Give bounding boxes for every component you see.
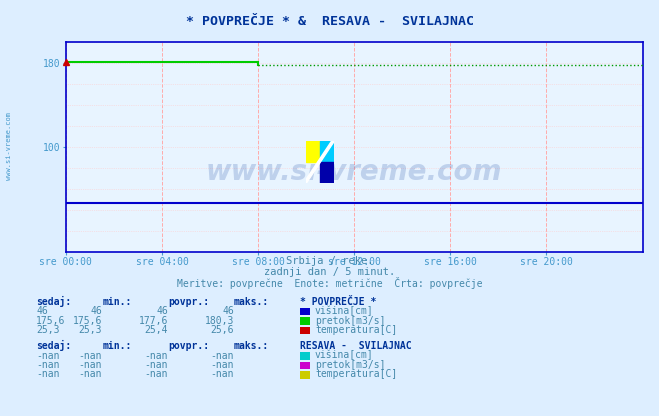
- Text: maks.:: maks.:: [234, 297, 269, 307]
- Text: 177,6: 177,6: [138, 316, 168, 326]
- Text: -nan: -nan: [78, 369, 102, 379]
- Text: sedaj:: sedaj:: [36, 339, 71, 351]
- Text: povpr.:: povpr.:: [168, 297, 209, 307]
- Bar: [306, 141, 320, 162]
- Text: Meritve: povprečne  Enote: metrične  Črta: povprečje: Meritve: povprečne Enote: metrične Črta:…: [177, 277, 482, 289]
- Text: 46: 46: [36, 306, 48, 316]
- Text: 46: 46: [156, 306, 168, 316]
- Text: 180,3: 180,3: [204, 316, 234, 326]
- Text: 25,6: 25,6: [210, 325, 234, 335]
- Text: * POVPREČJE * &  RESAVA -  SVILAJNAC: * POVPREČJE * & RESAVA - SVILAJNAC: [185, 15, 474, 27]
- Text: -nan: -nan: [144, 351, 168, 361]
- Text: maks.:: maks.:: [234, 341, 269, 351]
- Text: -nan: -nan: [78, 360, 102, 370]
- Text: višina[cm]: višina[cm]: [315, 306, 374, 316]
- Bar: [320, 162, 334, 183]
- Text: -nan: -nan: [78, 351, 102, 361]
- Text: * POVPREČJE *: * POVPREČJE *: [300, 297, 376, 307]
- Text: 46: 46: [90, 306, 102, 316]
- Text: sedaj:: sedaj:: [36, 295, 71, 307]
- Text: -nan: -nan: [210, 369, 234, 379]
- Text: višina[cm]: višina[cm]: [315, 350, 374, 361]
- Text: 175,6: 175,6: [36, 316, 66, 326]
- Text: -nan: -nan: [210, 351, 234, 361]
- Text: -nan: -nan: [210, 360, 234, 370]
- Text: 46: 46: [222, 306, 234, 316]
- Text: 25,3: 25,3: [78, 325, 102, 335]
- Text: temperatura[C]: temperatura[C]: [315, 325, 397, 335]
- Text: povpr.:: povpr.:: [168, 341, 209, 351]
- Text: min.:: min.:: [102, 297, 132, 307]
- Text: Srbija / reke.: Srbija / reke.: [286, 256, 373, 266]
- Text: -nan: -nan: [36, 351, 60, 361]
- Text: 25,4: 25,4: [144, 325, 168, 335]
- Text: temperatura[C]: temperatura[C]: [315, 369, 397, 379]
- Text: -nan: -nan: [144, 369, 168, 379]
- Text: zadnji dan / 5 minut.: zadnji dan / 5 minut.: [264, 267, 395, 277]
- Text: 175,6: 175,6: [72, 316, 102, 326]
- Text: -nan: -nan: [144, 360, 168, 370]
- Polygon shape: [306, 141, 334, 183]
- Text: www.si-vreme.com: www.si-vreme.com: [206, 158, 502, 186]
- Text: min.:: min.:: [102, 341, 132, 351]
- Text: -nan: -nan: [36, 369, 60, 379]
- Text: 25,3: 25,3: [36, 325, 60, 335]
- Text: pretok[m3/s]: pretok[m3/s]: [315, 316, 386, 326]
- Text: www.si-vreme.com: www.si-vreme.com: [5, 111, 12, 180]
- Bar: [320, 141, 334, 162]
- Text: -nan: -nan: [36, 360, 60, 370]
- Text: RESAVA -  SVILAJNAC: RESAVA - SVILAJNAC: [300, 341, 411, 351]
- Text: pretok[m3/s]: pretok[m3/s]: [315, 360, 386, 370]
